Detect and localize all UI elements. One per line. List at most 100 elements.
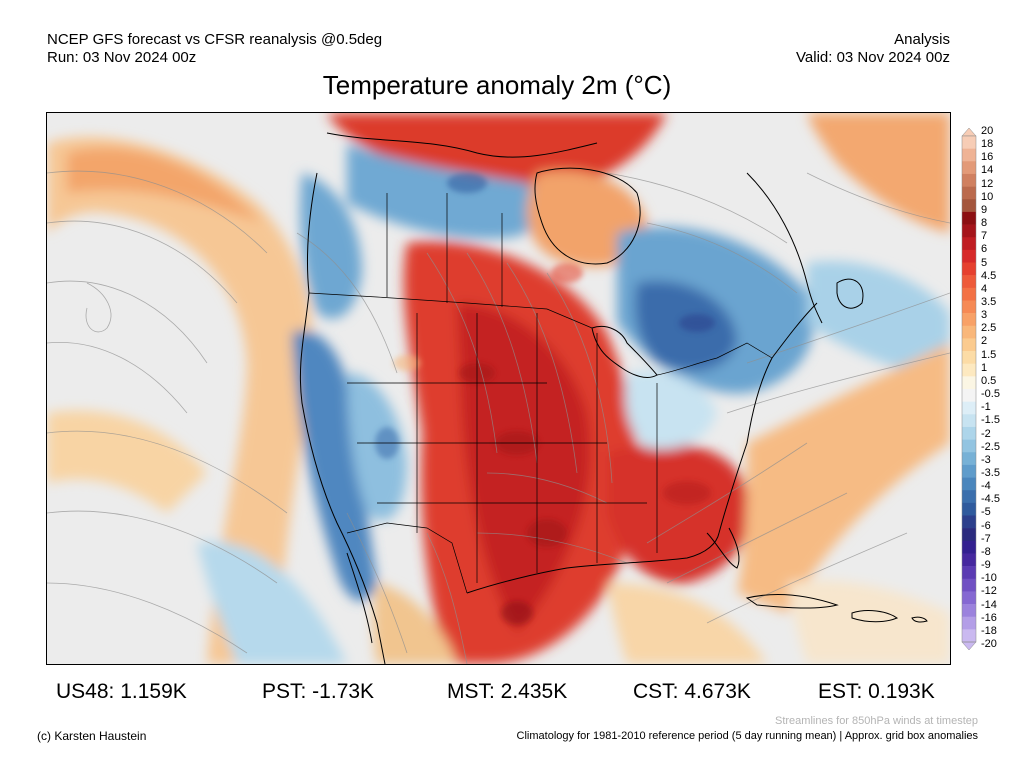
colorbar-swatch xyxy=(962,351,976,364)
colorbar-swatch xyxy=(962,224,976,238)
caribbean-mix xyxy=(787,580,950,664)
colorbar-swatch xyxy=(962,148,976,162)
pacific-cool-patch xyxy=(197,541,347,664)
colorbar-swatch xyxy=(962,464,976,478)
colorbar-tick-label: -1 xyxy=(981,401,991,414)
atlantic-warm-band xyxy=(737,343,950,613)
hudson-bay-outline xyxy=(534,167,641,265)
colorbar-swatch xyxy=(962,502,976,516)
colorbar-swatch xyxy=(962,389,976,402)
pacific-coastline xyxy=(299,172,386,664)
colorbar-tick-label: 16 xyxy=(981,151,994,164)
colorbar-tick-label: 0.5 xyxy=(981,374,997,387)
colorbar-swatch xyxy=(962,199,976,213)
bc-cold xyxy=(300,173,362,319)
stat-est: EST: 0.193K xyxy=(818,680,935,703)
mexico-mix xyxy=(373,583,457,664)
colorbar-tick-label: 3 xyxy=(981,309,988,322)
colorbar-tick-label: 9 xyxy=(981,203,988,216)
baja-coast xyxy=(346,552,373,644)
stat-us48: US48: 1.159K xyxy=(56,680,187,703)
colorbar-swatch xyxy=(962,604,976,617)
colorbar-tick-label: 1 xyxy=(981,361,988,374)
colorbar-tick-label: 7 xyxy=(981,230,988,243)
colorbar-swatch xyxy=(962,173,976,187)
map-title: Temperature anomaly 2m (°C) xyxy=(322,70,672,100)
colorbar-tick-label: -16 xyxy=(981,611,997,624)
colorbar-swatch xyxy=(962,566,976,580)
political-borders xyxy=(308,193,773,594)
colorbar-bottom-arrow xyxy=(961,641,977,650)
us-canada-border-east xyxy=(656,342,773,376)
gulf-warm xyxy=(607,583,767,664)
anomaly-map-canvas xyxy=(47,113,950,664)
pacific-north-warm xyxy=(67,147,262,223)
colorbar-tick-label: 3.5 xyxy=(981,296,997,308)
colorbar-swatch xyxy=(962,528,976,542)
colorbar-tick-label: 6 xyxy=(981,243,988,256)
anomaly-field xyxy=(47,113,950,664)
colorbar-swatch xyxy=(962,376,976,390)
colorbar-swatch xyxy=(962,426,976,440)
colorbar-tick-label: 20 xyxy=(981,125,994,137)
analysis-label: Analysis xyxy=(894,31,950,48)
greenland-warm xyxy=(807,113,950,233)
colorbar-swatch xyxy=(962,136,976,149)
pacific-warm-band xyxy=(47,136,313,664)
copyright: (c) Karsten Haustein xyxy=(37,729,147,743)
colorbar-swatch xyxy=(962,629,976,643)
stat-pst: PST: -1.73K xyxy=(262,680,375,703)
colorbar-swatch xyxy=(962,591,976,605)
streamline-note: Streamlines for 850hPa winds at timestep xyxy=(775,715,978,727)
labrador-coast xyxy=(746,172,823,324)
colorbar-swatch xyxy=(962,287,976,301)
pacific-south-warm xyxy=(47,410,207,513)
anomaly-map xyxy=(46,112,951,665)
colorbar-tick-label: 4.5 xyxy=(981,269,997,282)
colorbar-swatch xyxy=(962,401,976,415)
northeast-cool xyxy=(625,370,717,450)
colorbar-swatch xyxy=(962,490,976,504)
colorbar-tick-label: 1.5 xyxy=(981,348,997,361)
colorbar-swatch xyxy=(962,313,976,327)
colorbar-tick-label: -3.5 xyxy=(981,467,1000,479)
colorbar-tick-label: -4.5 xyxy=(981,493,1000,506)
central-deep-warm xyxy=(457,303,591,633)
colorbar-swatch xyxy=(962,363,976,377)
northwest-atlantic-cool xyxy=(807,261,950,383)
colorbar-swatch xyxy=(962,237,976,251)
colorbar-tick-label: -2.5 xyxy=(981,440,1000,453)
colorbar-tick-label: 10 xyxy=(981,190,994,203)
colorbar-tick-label: -4 xyxy=(981,480,991,493)
colorbar-swatch xyxy=(962,275,976,289)
colorbar-tick-label: 14 xyxy=(981,164,994,177)
us-canada-border xyxy=(308,292,593,329)
valid-time: Valid: 03 Nov 2024 00z xyxy=(796,49,950,66)
run-time: Run: 03 Nov 2024 00z xyxy=(47,49,197,66)
colorbar-top-arrow xyxy=(961,128,977,137)
colorbar-swatch xyxy=(962,325,976,339)
colorbar-tick-label: -20 xyxy=(981,638,997,650)
colorbar-tick-label: 18 xyxy=(981,138,994,151)
colorbar-swatch xyxy=(962,540,976,554)
colorbar-tick-label: -6 xyxy=(981,519,991,532)
colorbar-swatch xyxy=(962,300,976,314)
colorbar-tick-label: -9 xyxy=(981,559,991,572)
colorbar-tick-label: 2.5 xyxy=(981,322,997,335)
colorbar-tick-label: -2 xyxy=(981,427,991,440)
colorbar-swatch xyxy=(962,338,976,352)
colorbar-tick-label: 2 xyxy=(981,335,988,348)
colorbar-swatch xyxy=(962,616,976,630)
colorbar-swatch xyxy=(962,211,976,225)
us-mexico-border xyxy=(346,522,468,594)
puerto-rico xyxy=(911,616,928,623)
colorbar-swatch xyxy=(962,439,976,453)
colorbar-swatch xyxy=(962,161,976,175)
colorbar-tick-label: 12 xyxy=(981,177,994,190)
colorbar-tick-label: 4 xyxy=(981,282,988,295)
wind-streamlines xyxy=(47,170,950,664)
colorbar-swatch xyxy=(962,262,976,276)
gulf-coastline xyxy=(466,532,720,594)
colorbar-labels: 20 18 16 14 12 10 9 8 7 6 5 4.5 4 3.5 3 2.5 2 1.5 1 0.5 -0.5… xyxy=(981,126,1021,650)
colorbar-swatch xyxy=(962,515,976,529)
